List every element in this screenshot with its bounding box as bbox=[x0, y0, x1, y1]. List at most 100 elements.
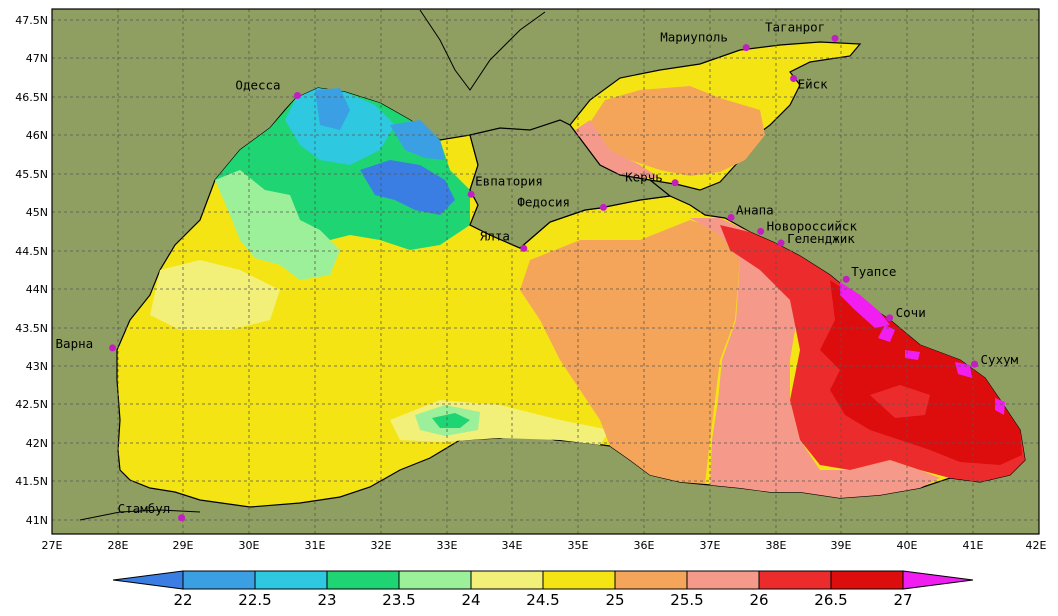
city-label-tuapse: Туапсе bbox=[851, 264, 896, 279]
lat-tick: 47N bbox=[26, 52, 48, 65]
lon-tick: 35E bbox=[568, 539, 589, 552]
city-marker-kerch bbox=[671, 179, 679, 187]
city-label-odessa: Одесса bbox=[235, 77, 280, 92]
colorbar-over-arrow bbox=[902, 570, 974, 590]
city-label-feodosia: Федосия bbox=[517, 194, 570, 209]
colorbar-under-arrow bbox=[112, 570, 184, 590]
city-marker-evpatoria bbox=[467, 190, 475, 198]
colorbar-labels: 22 22.5 23 23.5 24 24.5 25 25.5 26 26.5 27 bbox=[173, 591, 912, 609]
city-marker-gelendzhik bbox=[777, 239, 785, 247]
lat-tick: 42N bbox=[26, 437, 48, 450]
river-line bbox=[419, 9, 546, 91]
colorbar-label: 27 bbox=[893, 591, 912, 609]
west-pale-zone bbox=[150, 260, 280, 330]
lon-tick: 42E bbox=[1026, 539, 1047, 552]
lat-tick: 47.5N bbox=[15, 14, 48, 27]
city-marker-istanbul bbox=[178, 514, 186, 522]
colorbar-cell bbox=[326, 570, 400, 590]
colorbar-label: 24 bbox=[461, 591, 480, 609]
city-markers: Одесса Мариуполь Таганрог Ейск Евпатория Федо… bbox=[56, 19, 1019, 522]
lat-tick: 43N bbox=[26, 360, 48, 373]
map-frame bbox=[51, 8, 1040, 535]
lon-tick: 41E bbox=[963, 539, 984, 552]
lon-tick: 40E bbox=[897, 539, 918, 552]
colorbar-label: 26.5 bbox=[814, 591, 847, 609]
magenta-coast-2 bbox=[878, 325, 895, 342]
east-red-inner bbox=[870, 385, 930, 418]
map-field bbox=[52, 9, 1039, 534]
shelf-blue-zone bbox=[315, 88, 350, 130]
colorbar-label: 23.5 bbox=[382, 591, 415, 609]
colorbar-cell bbox=[182, 570, 256, 590]
city-label-mariupol: Мариуполь bbox=[660, 30, 728, 45]
lat-axis-labels: 47.5N 47N 46.5N 46N 45.5N 45N 44.5N 44N … bbox=[15, 14, 48, 527]
azov-warm-zone bbox=[585, 86, 765, 176]
lon-tick: 36E bbox=[634, 539, 655, 552]
colorbar-cell bbox=[686, 570, 760, 590]
city-label-yalta: Ялта bbox=[480, 228, 510, 243]
city-marker-varna bbox=[109, 344, 117, 352]
colorbar-label: 26 bbox=[749, 591, 768, 609]
city-marker-yeysk bbox=[790, 74, 798, 82]
lat-tick: 45N bbox=[26, 206, 48, 219]
lat-tick: 46N bbox=[26, 129, 48, 142]
colorbar-cell bbox=[254, 570, 328, 590]
colorbar-cell bbox=[758, 570, 832, 590]
bosphorus-line bbox=[79, 509, 201, 521]
crimea-land bbox=[469, 119, 672, 249]
lon-tick: 27E bbox=[42, 539, 63, 552]
lat-tick: 44N bbox=[26, 283, 48, 296]
city-marker-feodosia bbox=[599, 203, 607, 211]
east-darkred-zone bbox=[820, 280, 1022, 465]
city-marker-sukhum bbox=[971, 360, 979, 368]
city-label-sochi: Сочи bbox=[896, 305, 926, 320]
city-marker-tuapse bbox=[842, 275, 850, 283]
colorbar-cells bbox=[112, 570, 974, 590]
city-label-kerch: Керчь bbox=[625, 170, 663, 185]
shelf-blue-zone-3 bbox=[390, 120, 445, 160]
colorbar: 22 22.5 23 23.5 24 24.5 25 25.5 26 26.5 27 bbox=[112, 570, 974, 609]
shelf-lightgreen-zone bbox=[215, 170, 340, 280]
city-marker-novorossiysk bbox=[757, 227, 765, 235]
lon-tick: 39E bbox=[831, 539, 852, 552]
colorbar-label: 22.5 bbox=[238, 591, 271, 609]
east-pink-zone bbox=[690, 218, 940, 498]
city-label-novorossiysk: Новороссийск bbox=[767, 218, 858, 233]
colorbar-label: 24.5 bbox=[526, 591, 559, 609]
lon-tick: 33E bbox=[437, 539, 458, 552]
colorbar-cell bbox=[830, 570, 904, 590]
city-label-varna: Варна bbox=[56, 336, 94, 351]
lat-tick: 42.5N bbox=[15, 398, 48, 411]
city-marker-odessa bbox=[293, 91, 301, 99]
lon-tick: 30E bbox=[239, 539, 260, 552]
city-label-sukhum: Сухум bbox=[981, 352, 1019, 367]
colorbar-cell bbox=[614, 570, 688, 590]
colorbar-label: 25 bbox=[605, 591, 624, 609]
colorbar-cell bbox=[542, 570, 616, 590]
magenta-coast-1 bbox=[840, 282, 890, 328]
lon-axis-labels: 27E 28E 29E 30E 31E 32E 33E 34E 35E 36E … bbox=[42, 539, 1047, 552]
lat-tick: 46.5N bbox=[15, 91, 48, 104]
east-orange-zone bbox=[520, 220, 740, 484]
lon-tick: 28E bbox=[108, 539, 129, 552]
lon-tick: 34E bbox=[502, 539, 523, 552]
colorbar-cell bbox=[398, 570, 472, 590]
colorbar-label: 25.5 bbox=[670, 591, 703, 609]
lat-tick: 41N bbox=[26, 514, 48, 527]
colorbar-label: 23 bbox=[317, 591, 336, 609]
city-label-gelendzhik: Геленджик bbox=[787, 231, 855, 246]
lat-tick: 44.5N bbox=[15, 245, 48, 258]
city-marker-anapa bbox=[727, 213, 735, 221]
lat-tick: 41.5N bbox=[15, 475, 48, 488]
city-label-istanbul: Стамбул bbox=[118, 501, 171, 516]
lat-tick: 43.5N bbox=[15, 322, 48, 335]
lat-tick: 45.5N bbox=[15, 168, 48, 181]
magenta-coast-3 bbox=[905, 350, 920, 360]
city-marker-yalta bbox=[520, 244, 528, 252]
grid-lines bbox=[52, 9, 1039, 534]
south-green-blob-2 bbox=[432, 413, 470, 428]
city-label-taganrog: Таганрог bbox=[765, 19, 825, 34]
colorbar-cell bbox=[470, 570, 544, 590]
lon-tick: 37E bbox=[700, 539, 721, 552]
